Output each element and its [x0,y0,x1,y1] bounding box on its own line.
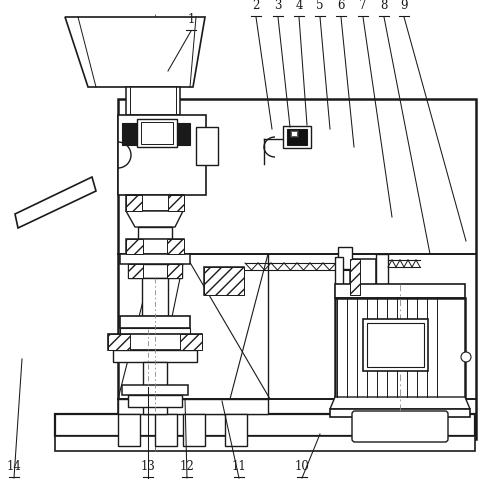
Bar [335,285,465,299]
Text: 13: 13 [140,459,156,472]
Bar [141,123,173,145]
Bar [128,395,182,407]
Bar [55,436,475,451]
Text: 8: 8 [380,0,388,12]
Bar [113,350,197,362]
Text: 14: 14 [6,459,22,472]
Bar [167,239,184,255]
Bar [126,195,142,211]
Bar [128,265,143,279]
Bar [120,316,190,328]
Bar [180,334,202,350]
Bar [168,195,184,211]
Bar [204,268,244,296]
Bar [350,260,376,296]
Bar [291,132,297,137]
Bar [126,88,180,116]
Bar [142,279,168,316]
Bar [126,239,184,255]
Bar [118,100,476,439]
Bar [122,385,188,395]
Text: 7: 7 [359,0,367,12]
Bar [287,130,307,146]
Bar [350,260,360,296]
Bar [118,116,206,195]
Text: 6: 6 [337,0,345,12]
Bar [167,265,182,279]
Bar [363,319,428,371]
Bar [155,414,177,446]
Text: 2: 2 [252,0,260,12]
Bar [367,323,424,367]
Bar [120,255,190,265]
Text: 5: 5 [316,0,324,12]
Text: 10: 10 [294,459,310,472]
Text: 1: 1 [188,13,194,26]
Bar [335,258,343,298]
Bar [183,414,205,446]
Bar [128,265,182,279]
Bar [118,414,140,446]
Bar [126,239,143,255]
Text: 12: 12 [180,459,194,472]
Bar [330,409,470,417]
Polygon shape [330,397,470,409]
Circle shape [461,352,471,362]
Text: 3: 3 [274,0,282,12]
Bar [108,334,130,350]
Bar [137,120,177,148]
FancyBboxPatch shape [352,411,448,442]
Bar [338,247,352,270]
Text: 11: 11 [232,459,246,472]
Bar [138,227,172,239]
Bar [376,255,388,301]
Bar [126,195,184,211]
Bar [143,362,167,414]
Bar [162,124,190,146]
Polygon shape [15,178,96,228]
Bar [55,414,475,436]
Bar [283,127,311,149]
Bar [120,328,190,334]
Bar [225,414,247,446]
Bar [122,124,152,146]
Bar [108,334,202,350]
Bar [335,299,465,398]
Text: 4: 4 [295,0,303,12]
Bar [196,128,218,166]
Bar [204,268,244,296]
Bar [290,131,298,138]
Bar [118,399,268,414]
Polygon shape [65,18,205,88]
Text: 9: 9 [400,0,407,12]
Polygon shape [126,211,183,227]
